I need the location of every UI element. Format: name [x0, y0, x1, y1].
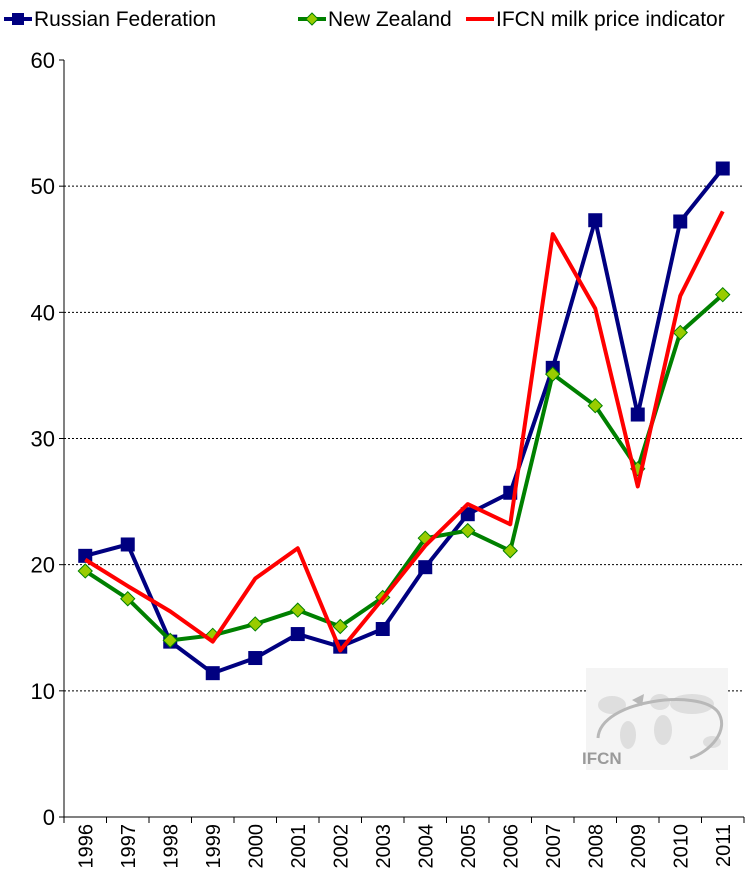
series-line-new-zealand — [84, 293, 725, 643]
x-tick-label-2004: 2004 — [415, 824, 437, 869]
data-point-new-zealand-2008 — [587, 397, 603, 414]
data-point-new-zealand-2007 — [545, 366, 561, 382]
legend-label: IFCN milk price indicator — [496, 8, 725, 31]
data-point-new-zealand-2001 — [290, 602, 306, 618]
x-tick-label-2002: 2002 — [330, 824, 352, 869]
x-tick-label-1998: 1998 — [160, 824, 182, 869]
data-point-new-zealand-1996 — [77, 563, 93, 579]
x-axis-ticks: 1996 1997 1998 1999 2000 2001 2002 2003 2004 2005… — [63, 817, 745, 869]
x-tick-label-2008: 2008 — [585, 824, 607, 869]
data-point-new-zealand-2002 — [332, 618, 348, 635]
data-point-new-zealand-2005 — [460, 522, 476, 539]
data-point-russian-federation-2001 — [290, 627, 305, 642]
legend-item-ifcn-milk-price-indicator: IFCN milk price indicator — [466, 8, 725, 31]
data-point-new-zealand-1998 — [162, 632, 178, 649]
data-point-new-zealand-2010 — [672, 324, 688, 341]
data-point-russian-federation-2011 — [715, 161, 730, 176]
legend: Russian Federation New Zealand IFCN milk p… — [4, 8, 725, 31]
x-tick-label-1999: 1999 — [203, 824, 225, 869]
y-tick-label-20: 20 — [31, 553, 55, 578]
data-point-russian-federation-1997 — [120, 537, 135, 552]
data-point-russian-federation-2010 — [673, 214, 688, 229]
data-point-new-zealand-2000 — [247, 616, 263, 632]
watermark-label: IFCN — [582, 749, 622, 768]
x-tick-label-2005: 2005 — [458, 824, 480, 869]
x-tick-label-2000: 2000 — [245, 824, 267, 869]
data-point-russian-federation-2005 — [460, 507, 475, 522]
legend-swatch-marker — [12, 13, 24, 25]
data-point-new-zealand-2006 — [502, 543, 518, 559]
y-tick-label-10: 10 — [31, 679, 55, 704]
y-tick-label-50: 50 — [31, 174, 55, 199]
y-tick-label-60: 60 — [31, 48, 55, 73]
x-tick-label-2003: 2003 — [373, 824, 395, 869]
y-tick-label-40: 40 — [31, 300, 55, 325]
series-ifcn-milk-price-indicator — [84, 210, 725, 653]
data-point-russian-federation-2009 — [630, 407, 645, 422]
legend-item-new-zealand: New Zealand — [298, 8, 452, 31]
data-point-russian-federation-2004 — [418, 560, 433, 575]
x-tick-label-1997: 1997 — [118, 824, 140, 869]
orbit-arrow-icon — [632, 694, 644, 706]
legend-label: Russian Federation — [34, 8, 216, 31]
x-tick-label-2009: 2009 — [628, 824, 650, 869]
data-point-russian-federation-2008 — [588, 213, 603, 228]
series-line-ifcn-milk-price-indicator — [84, 210, 725, 653]
ifcn-watermark: IFCN — [582, 668, 728, 770]
x-tick-label-2011: 2011 — [713, 824, 735, 867]
data-point-russian-federation-2000 — [248, 651, 263, 666]
series-russian-federation — [78, 161, 730, 681]
y-tick-label-0: 0 — [43, 805, 55, 830]
legend-label: New Zealand — [328, 8, 452, 31]
data-point-new-zealand-1997 — [120, 591, 136, 607]
data-point-new-zealand-2011 — [715, 286, 731, 303]
data-point-russian-federation-1999 — [205, 666, 220, 681]
x-tick-label-2006: 2006 — [500, 824, 522, 869]
series — [77, 161, 731, 681]
data-point-russian-federation-2003 — [375, 622, 390, 637]
y-axis-ticks: 0 10 20 30 40 50 60 — [31, 48, 64, 830]
legend-swatch-marker — [305, 12, 319, 26]
orbit-arc — [596, 698, 724, 760]
x-tick-label-2010: 2010 — [670, 824, 692, 869]
data-point-russian-federation-1996 — [78, 548, 93, 563]
gridlines — [64, 185, 744, 692]
x-tick-label-2007: 2007 — [543, 824, 565, 869]
y-tick-label-30: 30 — [31, 427, 55, 452]
series-line-russian-federation — [84, 167, 725, 676]
x-tick-label-1996: 1996 — [75, 824, 97, 869]
legend-item-russian-federation: Russian Federation — [4, 8, 216, 31]
x-tick-label-2001: 2001 — [288, 824, 310, 869]
